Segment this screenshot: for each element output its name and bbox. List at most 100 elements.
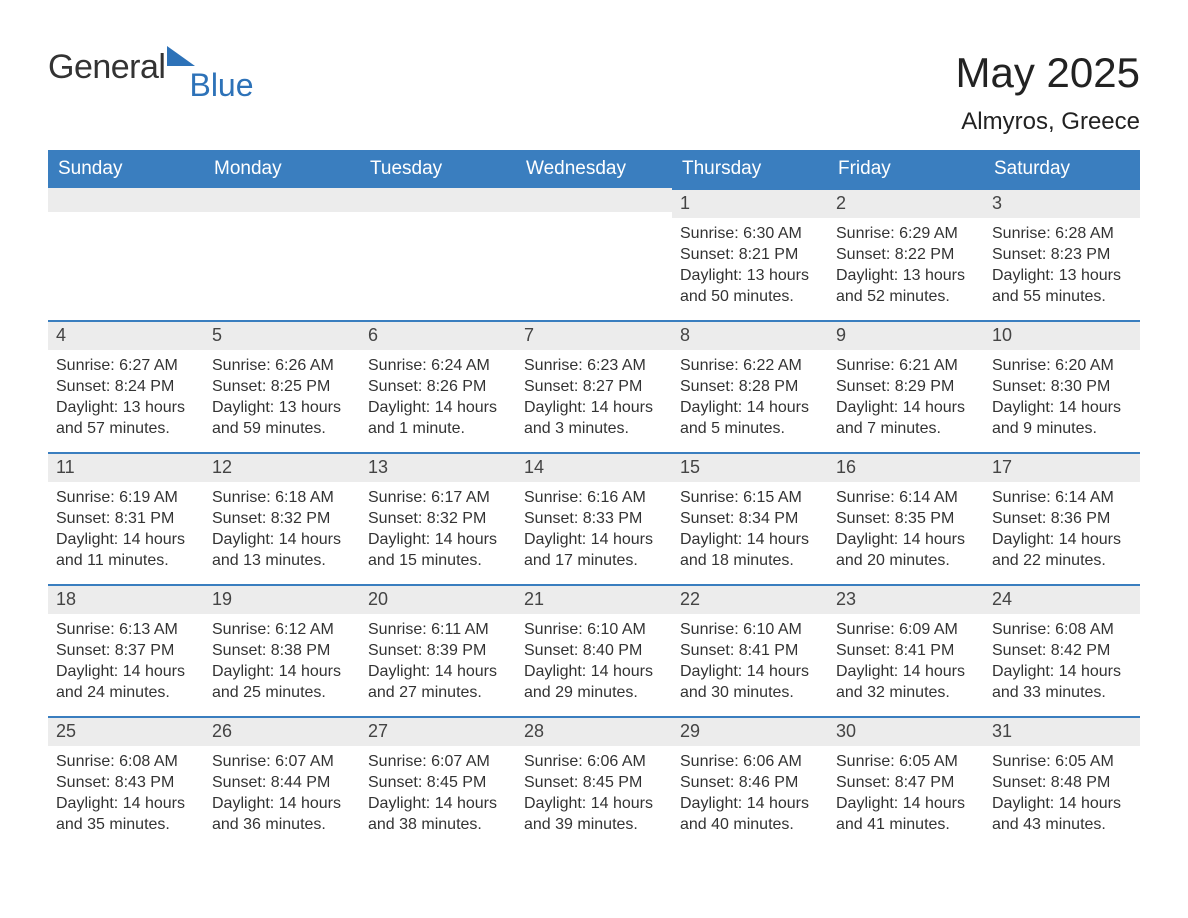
daylight-line-1: Daylight: 14 hours — [836, 793, 976, 814]
sunset-line: Sunset: 8:44 PM — [212, 772, 352, 793]
sunrise-line: Sunrise: 6:05 AM — [836, 751, 976, 772]
title-block: May 2025 Almyros, Greece — [956, 50, 1140, 136]
day-details: Sunrise: 6:06 AMSunset: 8:45 PMDaylight:… — [516, 746, 672, 839]
calendar-cell: 20Sunrise: 6:11 AMSunset: 8:39 PMDayligh… — [360, 584, 516, 716]
day-number: 14 — [516, 452, 672, 482]
weekday-header: Sunday — [48, 150, 204, 188]
sunrise-line: Sunrise: 6:27 AM — [56, 355, 196, 376]
calendar-week-row: 4Sunrise: 6:27 AMSunset: 8:24 PMDaylight… — [48, 320, 1140, 452]
sunset-line: Sunset: 8:36 PM — [992, 508, 1132, 529]
calendar-cell: 21Sunrise: 6:10 AMSunset: 8:40 PMDayligh… — [516, 584, 672, 716]
day-details: Sunrise: 6:07 AMSunset: 8:45 PMDaylight:… — [360, 746, 516, 839]
day-number: 27 — [360, 716, 516, 746]
calendar-cell: 30 Sunrise: 6:05 AMSunset: 8:47 PMDayligh… — [828, 716, 984, 848]
sunrise-line: Sunrise: 6:24 AM — [368, 355, 508, 376]
sunrise-line: Sunrise: 6:08 AM — [992, 619, 1132, 640]
day-details: Sunrise: 6:16 AMSunset: 8:33 PMDaylight:… — [516, 482, 672, 575]
daylight-line-1: Daylight: 13 hours — [992, 265, 1132, 286]
sunrise-line: Sunrise: 6:11 AM — [368, 619, 508, 640]
weekday-header: Wednesday — [516, 150, 672, 188]
daylight-line-1: Daylight: 13 hours — [212, 397, 352, 418]
sunset-line: Sunset: 8:47 PM — [836, 772, 976, 793]
daylight-line-1: Daylight: 14 hours — [56, 793, 196, 814]
daylight-line-2: and 32 minutes. — [836, 682, 976, 703]
daylight-line-2: and 29 minutes. — [524, 682, 664, 703]
location-label: Almyros, Greece — [956, 108, 1140, 136]
day-details: Sunrise: 6:08 AMSunset: 8:43 PMDaylight:… — [48, 746, 204, 839]
daylight-line-1: Daylight: 14 hours — [836, 529, 976, 550]
daylight-line-1: Daylight: 14 hours — [368, 397, 508, 418]
sunset-line: Sunset: 8:37 PM — [56, 640, 196, 661]
daylight-line-1: Daylight: 14 hours — [212, 661, 352, 682]
sunrise-line: Sunrise: 6:26 AM — [212, 355, 352, 376]
daylight-line-2: and 5 minutes. — [680, 418, 820, 439]
daylight-line-2: and 52 minutes. — [836, 286, 976, 307]
calendar-week-row: 25Sunrise: 6:08 AMSunset: 8:43 PMDayligh… — [48, 716, 1140, 848]
calendar-cell: 9Sunrise: 6:21 AMSunset: 8:29 PMDaylight… — [828, 320, 984, 452]
sunset-line: Sunset: 8:30 PM — [992, 376, 1132, 397]
calendar-week-row: 11Sunrise: 6:19 AMSunset: 8:31 PMDayligh… — [48, 452, 1140, 584]
empty-day-bar — [48, 188, 204, 212]
sunset-line: Sunset: 8:39 PM — [368, 640, 508, 661]
day-details: Sunrise: 6:10 AMSunset: 8:41 PMDaylight:… — [672, 614, 828, 707]
calendar-cell — [516, 188, 672, 320]
daylight-line-2: and 3 minutes. — [524, 418, 664, 439]
calendar-cell: 22Sunrise: 6:10 AMSunset: 8:41 PMDayligh… — [672, 584, 828, 716]
sunset-line: Sunset: 8:32 PM — [212, 508, 352, 529]
day-details: Sunrise: 6:17 AMSunset: 8:32 PMDaylight:… — [360, 482, 516, 575]
calendar-cell: 19Sunrise: 6:12 AMSunset: 8:38 PMDayligh… — [204, 584, 360, 716]
logo: General Blue — [48, 50, 254, 84]
day-details: Sunrise: 6:20 AMSunset: 8:30 PMDaylight:… — [984, 350, 1140, 443]
day-details: Sunrise: 6:30 AMSunset: 8:21 PMDaylight:… — [672, 218, 828, 311]
calendar-cell: 13Sunrise: 6:17 AMSunset: 8:32 PMDayligh… — [360, 452, 516, 584]
calendar-cell: 17Sunrise: 6:14 AMSunset: 8:36 PMDayligh… — [984, 452, 1140, 584]
daylight-line-1: Daylight: 13 hours — [836, 265, 976, 286]
day-details: Sunrise: 6:11 AMSunset: 8:39 PMDaylight:… — [360, 614, 516, 707]
calendar-cell: 27Sunrise: 6:07 AMSunset: 8:45 PMDayligh… — [360, 716, 516, 848]
sunset-line: Sunset: 8:26 PM — [368, 376, 508, 397]
logo-text-general: General — [48, 50, 165, 84]
day-number: 26 — [204, 716, 360, 746]
weekday-header: Tuesday — [360, 150, 516, 188]
day-details: Sunrise: 6:13 AMSunset: 8:37 PMDaylight:… — [48, 614, 204, 707]
sunset-line: Sunset: 8:32 PM — [368, 508, 508, 529]
daylight-line-2: and 33 minutes. — [992, 682, 1132, 703]
sunrise-line: Sunrise: 6:18 AM — [212, 487, 352, 508]
calendar-cell: 2Sunrise: 6:29 AMSunset: 8:22 PMDaylight… — [828, 188, 984, 320]
day-number: 5 — [204, 320, 360, 350]
empty-day-bar — [360, 188, 516, 212]
daylight-line-1: Daylight: 14 hours — [212, 793, 352, 814]
sunrise-line: Sunrise: 6:13 AM — [56, 619, 196, 640]
sunset-line: Sunset: 8:21 PM — [680, 244, 820, 265]
day-number: 2 — [828, 188, 984, 218]
day-number: 30 — [828, 716, 984, 746]
sunset-line: Sunset: 8:22 PM — [836, 244, 976, 265]
day-number: 17 — [984, 452, 1140, 482]
calendar-cell: 12Sunrise: 6:18 AMSunset: 8:32 PMDayligh… — [204, 452, 360, 584]
day-details: Sunrise: 6:10 AMSunset: 8:40 PMDaylight:… — [516, 614, 672, 707]
daylight-line-1: Daylight: 14 hours — [368, 793, 508, 814]
day-number: 8 — [672, 320, 828, 350]
daylight-line-2: and 43 minutes. — [992, 814, 1132, 835]
calendar-page: General Blue May 2025 Almyros, Greece Su… — [0, 0, 1188, 888]
sunset-line: Sunset: 8:25 PM — [212, 376, 352, 397]
sunset-line: Sunset: 8:41 PM — [836, 640, 976, 661]
empty-day-bar — [516, 188, 672, 212]
day-number: 25 — [48, 716, 204, 746]
sunset-line: Sunset: 8:46 PM — [680, 772, 820, 793]
day-details: Sunrise: 6:27 AMSunset: 8:24 PMDaylight:… — [48, 350, 204, 443]
day-number: 19 — [204, 584, 360, 614]
sunrise-line: Sunrise: 6:23 AM — [524, 355, 664, 376]
sunrise-line: Sunrise: 6:21 AM — [836, 355, 976, 376]
daylight-line-1: Daylight: 14 hours — [524, 661, 664, 682]
day-details: Sunrise: 6:18 AMSunset: 8:32 PMDaylight:… — [204, 482, 360, 575]
day-number: 16 — [828, 452, 984, 482]
calendar-cell: 3Sunrise: 6:28 AMSunset: 8:23 PMDaylight… — [984, 188, 1140, 320]
day-number: 15 — [672, 452, 828, 482]
calendar-cell: 5Sunrise: 6:26 AMSunset: 8:25 PMDaylight… — [204, 320, 360, 452]
day-details: Sunrise: 6:14 AMSunset: 8:35 PMDaylight:… — [828, 482, 984, 575]
day-details: Sunrise: 6:07 AMSunset: 8:44 PMDaylight:… — [204, 746, 360, 839]
day-details: Sunrise: 6:26 AMSunset: 8:25 PMDaylight:… — [204, 350, 360, 443]
sunset-line: Sunset: 8:45 PM — [368, 772, 508, 793]
calendar-cell: 10Sunrise: 6:20 AMSunset: 8:30 PMDayligh… — [984, 320, 1140, 452]
